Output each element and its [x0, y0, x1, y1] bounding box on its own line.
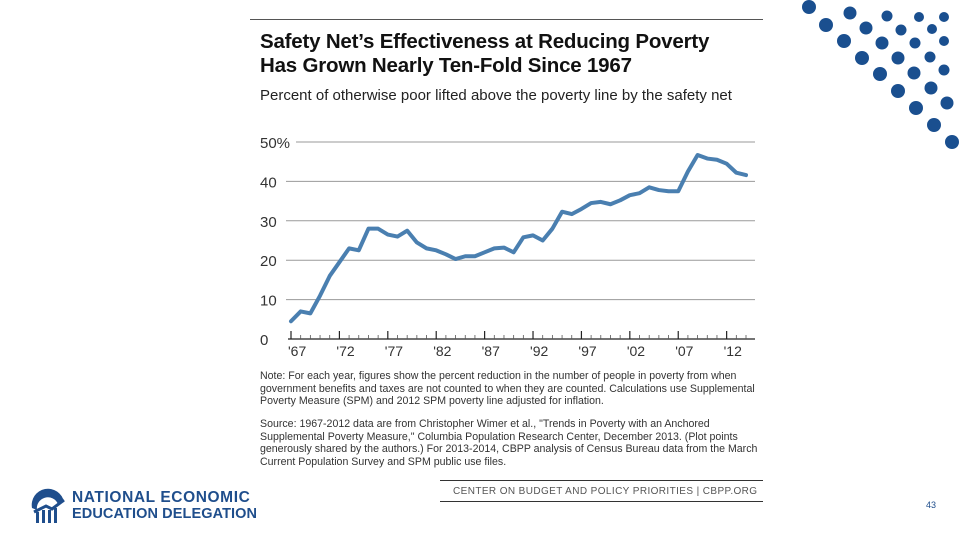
org-name-line2: EDUCATION DELEGATION	[72, 506, 258, 522]
decorative-dots-icon	[802, 0, 959, 149]
line-chart: 0 10 20 30 40 50% '67 '72 '77 '82 '87 '92 '97 '02 '07…	[260, 135, 755, 359]
gridlines	[286, 141, 755, 301]
y-tick-label: 30	[260, 214, 277, 231]
need-logo-icon	[31, 488, 65, 523]
chart-source: Source: 1967-2012 data are from Christop…	[260, 418, 758, 468]
x-tick-label: '07	[675, 343, 693, 359]
org-name-line1: NATIONAL ECONOMIC	[72, 489, 251, 506]
x-tick-label: '02	[627, 343, 645, 359]
top-rule	[250, 19, 763, 20]
x-tick-label: '97	[578, 343, 596, 359]
y-tick-label: 20	[260, 253, 277, 270]
x-tick-label: '77	[385, 343, 403, 359]
y-tick-label: 0	[260, 332, 268, 349]
x-tick-label: '12	[724, 343, 742, 359]
x-axis: '67 '72 '77 '82 '87 '92 '97 '02 '07 '12	[288, 331, 755, 359]
chart-title-line2: Has Grown Nearly Ten-Fold Since 1967	[260, 54, 632, 77]
org-name: NATIONAL ECONOMIC EDUCATION DELEGATION	[72, 489, 258, 523]
y-tick-label: 40	[260, 174, 277, 191]
x-tick-label: '67	[288, 343, 306, 359]
y-tick-label: 10	[260, 293, 277, 310]
series-line	[289, 153, 748, 324]
x-tick-label: '92	[530, 343, 548, 359]
series-layer	[289, 153, 748, 324]
y-axis-ticks: 0 10 20 30 40 50%	[260, 135, 290, 349]
chart-subtitle: Percent of otherwise poor lifted above t…	[260, 87, 732, 104]
y-tick-label: 50%	[260, 135, 290, 152]
chart-title: Safety Net’s Effectiveness at Reducing P…	[260, 30, 770, 78]
x-tick-label: '72	[336, 343, 354, 359]
page-number: 43	[926, 500, 937, 510]
footer-rule-top	[440, 480, 763, 481]
chart-note: Note: For each year, figures show the pe…	[260, 370, 755, 407]
x-tick-label: '87	[482, 343, 500, 359]
chart-title-line1: Safety Net’s Effectiveness at Reducing P…	[260, 30, 710, 53]
footer-rule-bottom	[440, 501, 763, 502]
x-tick-label: '82	[433, 343, 451, 359]
cbpp-footer: CENTER ON BUDGET AND POLICY PRIORITIES |…	[453, 486, 758, 497]
